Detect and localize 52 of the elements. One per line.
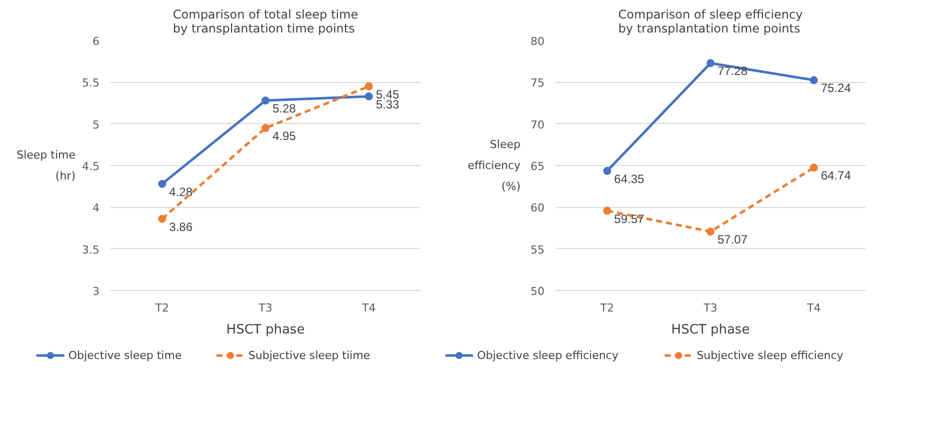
y-axis-title: Sleep time (hr) bbox=[16, 148, 76, 182]
point bbox=[603, 206, 612, 215]
y-tick-label: 50 bbox=[530, 285, 545, 298]
y-tick-label: 4.5 bbox=[82, 160, 100, 173]
point bbox=[706, 228, 714, 236]
y-axis-title: Sleep efficiency (%) bbox=[468, 138, 521, 193]
x-tick-label: T3 bbox=[702, 302, 718, 314]
point bbox=[364, 82, 373, 90]
y-tick-label: 55 bbox=[530, 243, 545, 256]
point bbox=[364, 92, 373, 100]
point bbox=[810, 76, 818, 84]
point bbox=[706, 59, 714, 68]
y-tick-label: 4 bbox=[92, 202, 100, 215]
y-tick-label: 80 bbox=[530, 35, 545, 48]
legend-label: Subjective sleep tiime bbox=[248, 349, 370, 362]
y-tick-label: 65 bbox=[530, 160, 545, 173]
data-label: 59.57 bbox=[614, 212, 645, 226]
point bbox=[262, 124, 270, 132]
x-axis-title: HSCT phase bbox=[226, 322, 305, 338]
x-tick-label: T2 bbox=[599, 302, 614, 314]
y-tick-label: 6 bbox=[92, 35, 100, 48]
point bbox=[810, 164, 818, 172]
point bbox=[262, 96, 270, 104]
point bbox=[158, 214, 166, 223]
x-tick-label: T4 bbox=[806, 302, 821, 314]
point bbox=[158, 180, 166, 188]
y-tick-label: 60 bbox=[530, 202, 545, 215]
data-label: 64.74 bbox=[820, 168, 852, 183]
data-label: 75.24 bbox=[820, 81, 852, 96]
point bbox=[603, 166, 612, 175]
x-tick-label: T3 bbox=[258, 302, 272, 314]
x-axis-title: HSCT phase bbox=[671, 322, 750, 338]
y-tick-label: 70 bbox=[530, 118, 545, 132]
data-label: 4.28 bbox=[169, 184, 193, 199]
data-label: 64.35 bbox=[614, 172, 645, 186]
x-tick-label: T2 bbox=[154, 302, 170, 314]
chart-title: Comparison of total sleep time by transplantation time points bbox=[172, 8, 358, 36]
legend-label: Subjective sleep efficiency bbox=[696, 349, 844, 362]
x-tick-label: T4 bbox=[360, 302, 376, 314]
data-label: 3.86 bbox=[169, 220, 193, 234]
y-tick-label: 5.5 bbox=[82, 76, 100, 90]
legend-label: Objective sleep efficiency bbox=[477, 349, 619, 362]
chart-title: Comparison of sleep efficiency by transplantation time points bbox=[618, 8, 803, 36]
legend-label: Objective sleep time bbox=[68, 349, 182, 362]
y-tick-label: 3 bbox=[92, 285, 100, 298]
data-label: 57.07 bbox=[718, 232, 748, 247]
y-tick-label: 75 bbox=[530, 76, 545, 90]
data-label: 5.28 bbox=[272, 102, 296, 116]
data-label: 77.28 bbox=[718, 64, 748, 78]
y-tick-label: 3.5 bbox=[82, 243, 100, 256]
data-label: 4.95 bbox=[272, 129, 296, 143]
y-tick-label: 5 bbox=[92, 118, 100, 132]
